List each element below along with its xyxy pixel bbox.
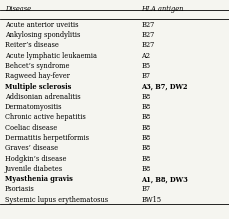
Text: Systemic lupus erythematosus: Systemic lupus erythematosus [5, 196, 107, 204]
Text: Graves’ disease: Graves’ disease [5, 144, 57, 152]
Text: Dermatomyositis: Dermatomyositis [5, 103, 62, 111]
Text: Coeliac disease: Coeliac disease [5, 124, 57, 132]
Text: Ankylosing spondylitis: Ankylosing spondylitis [5, 31, 80, 39]
Text: Reiter’s disease: Reiter’s disease [5, 41, 58, 49]
Text: A3, B7, DW2: A3, B7, DW2 [141, 83, 187, 91]
Text: Chronic active hepatitis: Chronic active hepatitis [5, 113, 85, 122]
Text: B5: B5 [141, 62, 150, 70]
Text: B8: B8 [141, 134, 150, 142]
Text: B8: B8 [141, 144, 150, 152]
Text: B27: B27 [141, 31, 154, 39]
Text: A2: A2 [141, 52, 150, 60]
Text: BW15: BW15 [141, 196, 161, 204]
Text: B8: B8 [141, 113, 150, 122]
Text: Acute lymphatic leukaemia: Acute lymphatic leukaemia [5, 52, 96, 60]
Text: B27: B27 [141, 21, 154, 29]
Text: Dermatitis herpetiformis: Dermatitis herpetiformis [5, 134, 88, 142]
Text: HLA antigen: HLA antigen [141, 5, 183, 14]
Text: A1, B8, DW3: A1, B8, DW3 [141, 175, 187, 183]
Text: Disease: Disease [5, 5, 30, 14]
Text: Ragweed hay-fever: Ragweed hay-fever [5, 72, 69, 80]
Text: B7: B7 [141, 72, 150, 80]
Text: B8: B8 [141, 165, 150, 173]
Text: Acute anterior uveitis: Acute anterior uveitis [5, 21, 78, 29]
Text: B7: B7 [141, 185, 150, 194]
Text: Addisonian adrenalitis: Addisonian adrenalitis [5, 93, 80, 101]
Text: B8: B8 [141, 124, 150, 132]
Text: Psoriasis: Psoriasis [5, 185, 34, 194]
Text: B8: B8 [141, 93, 150, 101]
Text: Juvenile diabetes: Juvenile diabetes [5, 165, 63, 173]
Text: Multiple sclerosis: Multiple sclerosis [5, 83, 71, 91]
Text: B8: B8 [141, 103, 150, 111]
Text: B27: B27 [141, 41, 154, 49]
Text: B8: B8 [141, 155, 150, 163]
Text: Behcet’s syndrome: Behcet’s syndrome [5, 62, 69, 70]
Text: Myasthenia gravis: Myasthenia gravis [5, 175, 72, 183]
Text: Hodgkin’s disease: Hodgkin’s disease [5, 155, 66, 163]
